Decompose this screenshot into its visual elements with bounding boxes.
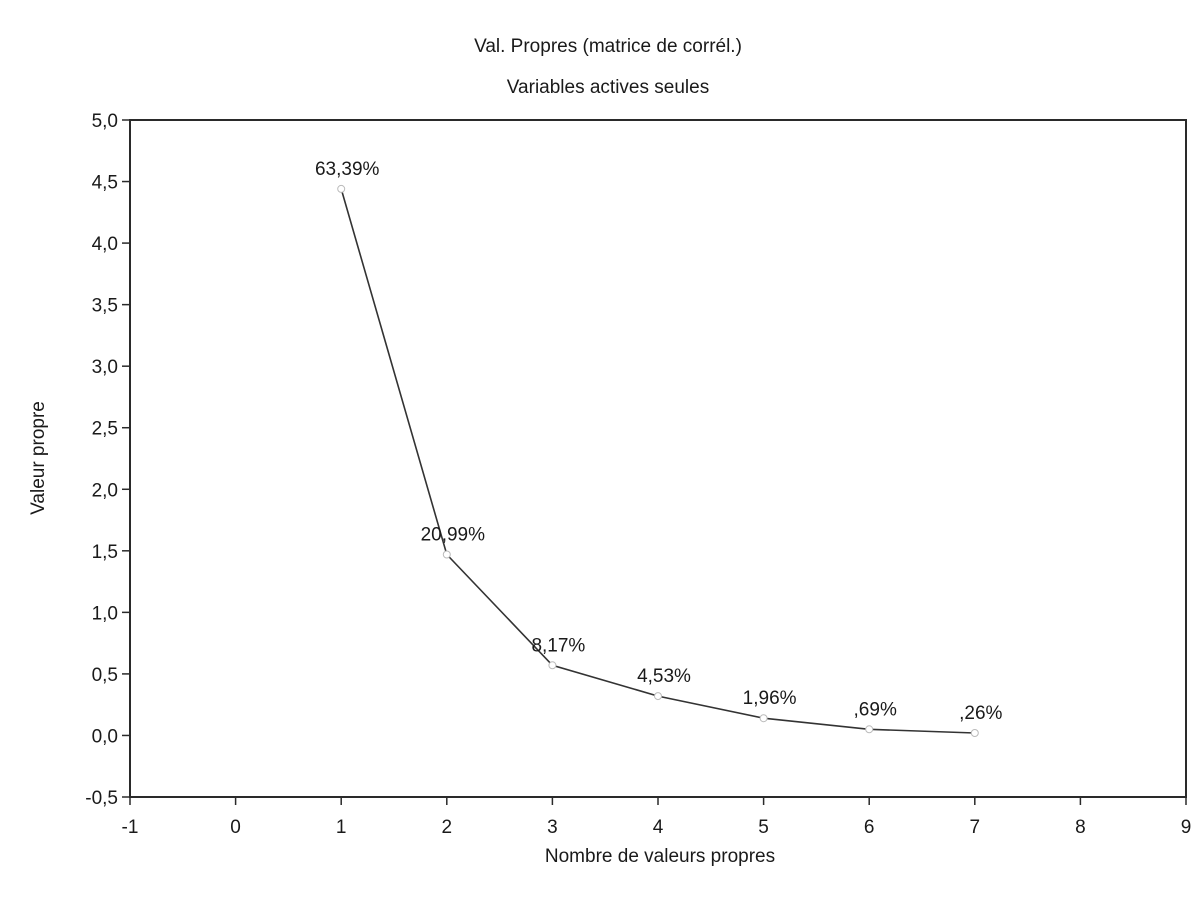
series-line — [340, 188, 975, 734]
data-label: 1,96% — [743, 688, 797, 709]
x-tick-label: 2 — [442, 817, 453, 838]
chart-title: Val. Propres (matrice de corrél.) — [474, 36, 742, 57]
x-tick-label: 9 — [1181, 817, 1192, 838]
y-tick-label: 3,5 — [92, 296, 118, 317]
y-tick-label: 4,0 — [92, 234, 118, 255]
x-tick-label: 0 — [230, 817, 241, 838]
y-tick-label: 5,0 — [92, 111, 118, 132]
x-tick-label: 3 — [547, 817, 558, 838]
y-tick-label: 2,0 — [92, 480, 118, 501]
y-tick-label: 4,5 — [92, 173, 118, 194]
series-points — [337, 184, 979, 737]
x-tick-label: 5 — [758, 817, 769, 838]
data-label: 8,17% — [531, 635, 585, 656]
x-axis: -1 0 1 2 3 4 5 6 7 8 9 — [122, 797, 1192, 838]
data-label: 63,39% — [315, 159, 380, 180]
data-labels: 63,39% 20,99% 8,17% 4,53% 1,96% ,69% ,26% — [315, 159, 1003, 724]
y-tick-label: -0,5 — [85, 788, 118, 809]
data-point — [759, 714, 768, 723]
data-point — [970, 728, 979, 737]
data-point — [865, 725, 874, 734]
chart-subtitle: Variables actives seules — [507, 77, 709, 98]
x-axis-label: Nombre de valeurs propres — [545, 846, 775, 867]
data-point — [654, 692, 662, 701]
data-label: 4,53% — [637, 666, 691, 687]
data-label: ,69% — [854, 699, 897, 720]
y-axis-label: Valeur propre — [28, 401, 49, 515]
x-tick-label: 7 — [970, 817, 981, 838]
y-tick-label: 1,0 — [92, 603, 118, 624]
y-tick-label: 1,5 — [92, 542, 118, 563]
x-tick-label: 8 — [1075, 817, 1086, 838]
data-point — [337, 184, 346, 193]
data-point — [548, 661, 557, 670]
y-axis: -0,5 0,0 0,5 1,0 1,5 2,0 2,5 3,0 3,5 4,0 4,5 5,0 — [85, 111, 130, 809]
x-tick-label: -1 — [122, 817, 139, 838]
y-tick-label: 2,5 — [92, 419, 118, 440]
x-tick-label: 6 — [864, 817, 875, 838]
data-point — [442, 550, 451, 559]
y-tick-label: 0,0 — [92, 726, 118, 747]
data-label: ,26% — [959, 703, 1002, 724]
y-tick-label: 0,5 — [92, 665, 118, 686]
y-tick-label: 3,0 — [92, 357, 118, 378]
x-tick-label: 4 — [653, 817, 664, 838]
x-tick-label: 1 — [336, 817, 347, 838]
data-label: 20,99% — [421, 525, 486, 546]
